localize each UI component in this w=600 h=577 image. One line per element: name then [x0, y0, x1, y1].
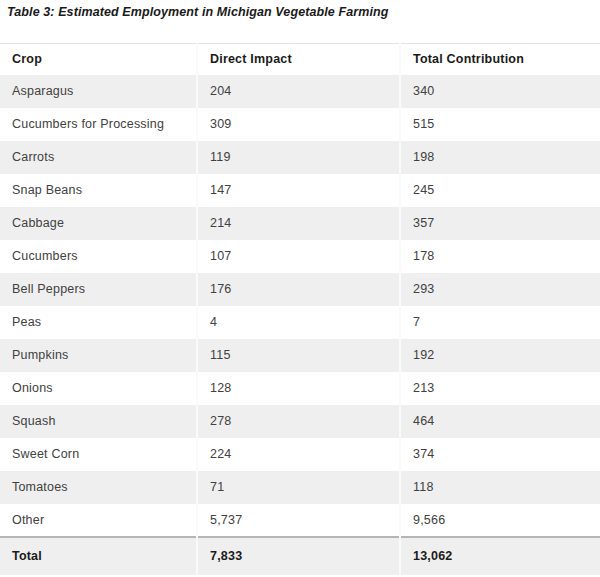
- direct-impact-cell: 119: [197, 141, 400, 174]
- crop-cell: Cabbage: [0, 207, 197, 240]
- table-row: Peas47: [0, 306, 600, 339]
- table-row: Bell Peppers176293: [0, 273, 600, 306]
- direct-impact-cell: 107: [197, 240, 400, 273]
- direct-impact-cell: 147: [197, 174, 400, 207]
- crop-cell: Bell Peppers: [0, 273, 197, 306]
- crop-cell: Cucumbers: [0, 240, 197, 273]
- direct-impact-cell: 214: [197, 207, 400, 240]
- crop-cell: Cucumbers for Processing: [0, 108, 197, 141]
- crop-cell: Squash: [0, 405, 197, 438]
- table-row: Cucumbers107178: [0, 240, 600, 273]
- table-row: Snap Beans147245: [0, 174, 600, 207]
- table-row: Asparagus204340: [0, 75, 600, 108]
- col-header-crop: Crop: [0, 44, 197, 75]
- table-row: Cabbage214357: [0, 207, 600, 240]
- total-contribution-cell: 245: [400, 174, 600, 207]
- table-row: Squash278464: [0, 405, 600, 438]
- total-contribution-cell: 293: [400, 273, 600, 306]
- crop-cell: Total: [0, 537, 197, 575]
- table-row: Carrots119198: [0, 141, 600, 174]
- col-header-total-contribution: Total Contribution: [400, 44, 600, 75]
- direct-impact-cell: 7,833: [197, 537, 400, 575]
- total-row: Total7,83313,062: [0, 537, 600, 575]
- direct-impact-cell: 309: [197, 108, 400, 141]
- table-row: Onions128213: [0, 372, 600, 405]
- table-row: Pumpkins115192: [0, 339, 600, 372]
- crop-cell: Other: [0, 504, 197, 537]
- total-contribution-cell: 464: [400, 405, 600, 438]
- direct-impact-cell: 4: [197, 306, 400, 339]
- direct-impact-cell: 204: [197, 75, 400, 108]
- direct-impact-cell: 278: [197, 405, 400, 438]
- table-body: Asparagus204340Cucumbers for Processing3…: [0, 75, 600, 575]
- table-row: Other5,7379,566: [0, 504, 600, 537]
- direct-impact-cell: 176: [197, 273, 400, 306]
- table-caption: Table 3: Estimated Employment in Michiga…: [0, 0, 600, 19]
- table-row: Tomatoes71118: [0, 471, 600, 504]
- crop-cell: Onions: [0, 372, 197, 405]
- direct-impact-cell: 128: [197, 372, 400, 405]
- crop-cell: Carrots: [0, 141, 197, 174]
- direct-impact-cell: 115: [197, 339, 400, 372]
- crop-cell: Pumpkins: [0, 339, 197, 372]
- crop-cell: Snap Beans: [0, 174, 197, 207]
- crop-cell: Asparagus: [0, 75, 197, 108]
- direct-impact-cell: 5,737: [197, 504, 400, 537]
- direct-impact-cell: 71: [197, 471, 400, 504]
- total-contribution-cell: 357: [400, 207, 600, 240]
- table-row: Cucumbers for Processing309515: [0, 108, 600, 141]
- total-contribution-cell: 7: [400, 306, 600, 339]
- crop-cell: Sweet Corn: [0, 438, 197, 471]
- total-contribution-cell: 340: [400, 75, 600, 108]
- total-contribution-cell: 374: [400, 438, 600, 471]
- total-contribution-cell: 118: [400, 471, 600, 504]
- total-contribution-cell: 178: [400, 240, 600, 273]
- total-contribution-cell: 515: [400, 108, 600, 141]
- total-contribution-cell: 213: [400, 372, 600, 405]
- total-contribution-cell: 192: [400, 339, 600, 372]
- crop-cell: Peas: [0, 306, 197, 339]
- header-row: Crop Direct Impact Total Contribution: [0, 44, 600, 75]
- direct-impact-cell: 224: [197, 438, 400, 471]
- crop-cell: Tomatoes: [0, 471, 197, 504]
- total-contribution-cell: 198: [400, 141, 600, 174]
- col-header-direct-impact: Direct Impact: [197, 44, 400, 75]
- table-row: Sweet Corn224374: [0, 438, 600, 471]
- total-contribution-cell: 9,566: [400, 504, 600, 537]
- total-contribution-cell: 13,062: [400, 537, 600, 575]
- employment-table: Crop Direct Impact Total Contribution As…: [0, 43, 600, 575]
